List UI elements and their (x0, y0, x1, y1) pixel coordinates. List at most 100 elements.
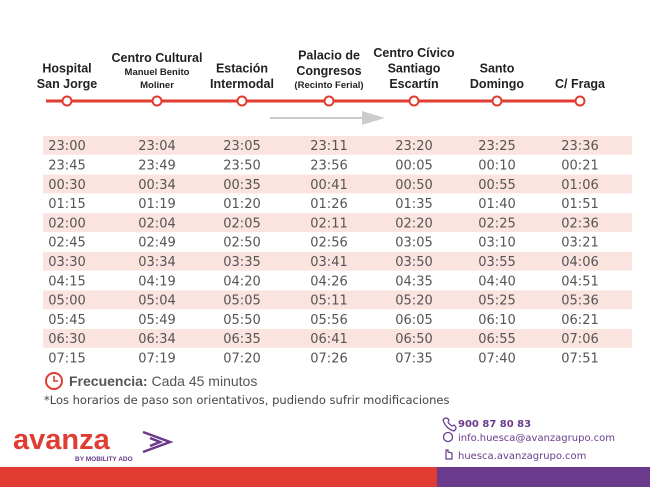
time-cell: 00:10 (478, 158, 515, 173)
time-cell: 03:35 (223, 255, 260, 270)
time-cell: 03:50 (395, 255, 432, 270)
time-cell: 00:41 (310, 178, 347, 193)
time-cell: 00:35 (223, 178, 260, 193)
stop-dot (151, 95, 163, 107)
stop-dot (236, 95, 248, 107)
time-cell: 07:15 (48, 351, 85, 366)
time-cell: 02:05 (223, 216, 260, 231)
time-cell: 00:21 (561, 158, 598, 173)
time-cell: 06:21 (561, 313, 598, 328)
time-cell: 07:26 (310, 351, 347, 366)
time-cell: 03:55 (478, 255, 515, 270)
time-cell: 07:35 (395, 351, 432, 366)
frequency: Frecuencia: Cada 45 minutos (69, 373, 257, 389)
time-cell: 06:05 (395, 313, 432, 328)
clock-icon (45, 372, 63, 390)
frequency-value: Cada 45 minutos (151, 373, 257, 389)
time-cell: 23:49 (138, 158, 175, 173)
web-icon (445, 449, 453, 460)
time-cell: 04:26 (310, 274, 347, 289)
stop-dot (408, 95, 420, 107)
time-cell: 04:19 (138, 274, 175, 289)
time-cell: 05:00 (48, 294, 85, 309)
footer-stripe-red (0, 467, 437, 487)
direction-arrow (270, 111, 385, 125)
time-cell: 05:25 (478, 294, 515, 309)
time-cell: 00:55 (478, 178, 515, 193)
time-cell: 23:50 (223, 158, 260, 173)
time-cell: 05:11 (310, 294, 347, 309)
time-cell: 07:20 (223, 351, 260, 366)
time-cell: 03:10 (478, 236, 515, 251)
stop-label: Domingo (470, 77, 525, 91)
time-cell: 07:06 (561, 332, 598, 347)
time-cell: 02:00 (48, 216, 85, 231)
stop-label: Centro Cívico (373, 46, 455, 60)
row-band (43, 329, 632, 349)
time-cell: 23:56 (310, 158, 347, 173)
time-cell: 03:30 (48, 255, 85, 270)
time-cell: 04:51 (561, 274, 598, 289)
stop-label: C/ Fraga (555, 77, 606, 91)
time-cell: 04:06 (561, 255, 598, 270)
time-cell: 02:36 (561, 216, 598, 231)
stop-label: Palacio de (298, 49, 360, 63)
row-band (43, 251, 632, 272)
time-cell: 01:19 (138, 197, 175, 212)
time-cell: 02:49 (138, 236, 175, 251)
time-cell: 03:21 (561, 236, 598, 251)
schedule-table: 23:00 23:04 23:05 23:11 23:20 23:25 23:36 23:45… (43, 136, 632, 369)
time-cell: 23:45 (48, 158, 85, 173)
time-cell: 23:25 (478, 139, 515, 154)
time-cell: 01:40 (478, 197, 515, 212)
time-cell: 00:30 (48, 178, 85, 193)
stop-label: Intermodal (210, 77, 274, 91)
email-icon (442, 431, 454, 443)
stop-label: Centro Cultural (112, 51, 203, 65)
logo-name: avanza (13, 424, 111, 456)
time-cell: 01:20 (223, 197, 260, 212)
time-cell: 02:20 (395, 216, 432, 231)
email[interactable]: info.huesca@avanzagrupo.com (458, 433, 615, 444)
time-cell: 00:05 (395, 158, 432, 173)
time-cell: 23:00 (48, 139, 85, 154)
time-cell: 02:04 (138, 216, 175, 231)
time-cell: 05:05 (223, 294, 260, 309)
time-cell: 05:49 (138, 313, 175, 328)
time-cell: 02:45 (48, 236, 85, 251)
time-cell: 23:36 (561, 139, 598, 154)
time-cell: 01:26 (310, 197, 347, 212)
website[interactable]: huesca.avanzagrupo.com (458, 451, 586, 462)
time-cell: 23:05 (223, 139, 260, 154)
stop-label: Hospital (42, 62, 91, 76)
time-cell: 05:45 (48, 313, 85, 328)
time-cell: 02:50 (223, 236, 260, 251)
time-cell: 04:20 (223, 274, 260, 289)
time-cell: 00:34 (138, 178, 175, 193)
stop-label: Escartín (389, 77, 438, 91)
time-cell: 05:36 (561, 294, 598, 309)
row-band (43, 136, 632, 156)
time-cell: 01:35 (395, 197, 432, 212)
row-band (43, 213, 632, 233)
stop-dot (323, 95, 335, 107)
time-cell: 06:41 (310, 332, 347, 347)
time-cell: 07:51 (561, 351, 598, 366)
time-cell: 23:04 (138, 139, 175, 154)
logo-by: BY MOBILITY ADO (75, 456, 133, 463)
stop-label: Congresos (296, 64, 361, 78)
time-cell: 05:50 (223, 313, 260, 328)
time-cell: 07:40 (478, 351, 515, 366)
time-cell: 23:20 (395, 139, 432, 154)
stop-dot (491, 95, 503, 107)
time-cell: 03:34 (138, 255, 175, 270)
stop-dot (61, 95, 73, 107)
time-cell: 00:50 (395, 178, 432, 193)
time-cell: 01:06 (561, 178, 598, 193)
time-cell: 04:40 (478, 274, 515, 289)
time-cell: 06:30 (48, 332, 85, 347)
logo-mark (142, 430, 174, 454)
stop-label: San Jorge (37, 77, 97, 91)
note: *Los horarios de paso son orientativos, … (44, 393, 449, 407)
